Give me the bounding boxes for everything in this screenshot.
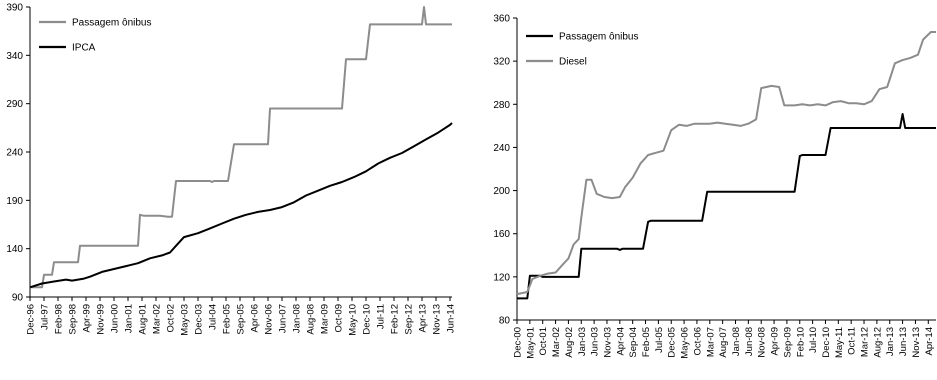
legend-label: Diesel	[559, 57, 587, 68]
x-tick-label: Mar-12	[860, 327, 871, 357]
y-tick-label: 320	[493, 57, 510, 68]
x-tick-label: Nov-06	[264, 304, 275, 335]
x-tick-label: Feb-10	[795, 327, 806, 357]
x-tick-label: Aug-08	[306, 304, 317, 335]
y-tick-label: 360	[493, 14, 510, 25]
x-tick-label: May-06	[680, 327, 691, 359]
x-tick-label: Jun-00	[110, 304, 121, 333]
x-tick-label: Oct-11	[847, 327, 858, 355]
x-tick-label: Sep-09	[782, 327, 793, 358]
x-tick-label: Sep-98	[68, 304, 79, 335]
y-tick-label: 240	[6, 148, 23, 159]
legend-label: Passagem ônibus	[72, 18, 152, 29]
x-tick-label: Nov-03	[602, 327, 613, 358]
x-tick-label: Apr-04	[615, 327, 626, 356]
x-tick-label: Mar-07	[705, 327, 716, 357]
x-tick-label: Jul-11	[376, 304, 387, 329]
x-tick-label: Jan-08	[731, 327, 742, 356]
x-tick-label: Oct-09	[334, 304, 345, 333]
y-tick-label: 280	[493, 100, 510, 111]
x-tick-label: Apr-14	[924, 327, 935, 356]
x-tick-label: Mar-02	[152, 304, 163, 334]
x-tick-label: Nov-99	[96, 304, 107, 335]
x-tick-label: Jun-08	[744, 327, 755, 356]
x-tick-label: Nov-08	[757, 327, 768, 358]
x-tick-label: Jun-14	[446, 304, 457, 333]
x-tick-label: Jan-01	[124, 304, 135, 333]
x-tick-label: Jan-08	[292, 304, 303, 333]
x-tick-label: Oct-06	[692, 327, 703, 356]
x-tick-label: Feb-05	[641, 327, 652, 357]
x-tick-label: Mar-02	[551, 327, 562, 357]
series-line-1	[29, 122, 453, 289]
x-tick-label: Dec-00	[513, 327, 524, 358]
x-tick-label: Nov-13	[911, 327, 922, 358]
x-tick-label: Oct-01	[538, 327, 549, 356]
x-tick-label: Aug-07	[718, 327, 729, 358]
x-tick-label: Sep-12	[404, 304, 415, 335]
x-tick-label: Feb-05	[222, 304, 233, 334]
x-tick-label: Jul-05	[654, 327, 665, 353]
y-tick-label: 340	[6, 51, 23, 62]
x-tick-label: Sep-05	[236, 304, 247, 335]
legend-label: Passagem ônibus	[559, 32, 639, 43]
x-tick-label: Jan-13	[885, 327, 896, 356]
x-tick-label: Jul-10	[808, 327, 819, 353]
x-tick-label: Sep-04	[628, 327, 639, 358]
x-tick-label: Oct-02	[166, 304, 177, 333]
y-tick-label: 120	[493, 272, 510, 283]
x-tick-label: Apr-99	[82, 304, 93, 333]
y-tick-label: 290	[6, 99, 23, 110]
x-tick-label: Apr-06	[250, 304, 261, 333]
x-tick-label: Jun-07	[278, 304, 289, 333]
x-tick-label: Mar-09	[320, 304, 331, 334]
x-tick-label: Jan-03	[577, 327, 588, 356]
y-tick-label: 390	[6, 3, 23, 14]
x-tick-label: Dec-03	[194, 304, 205, 335]
x-tick-label: Jun-03	[590, 327, 601, 356]
chart-left: 90 140 190 240 290 340 390 Dec-96 Jul-97 Feb-98 Se…	[0, 0, 460, 375]
x-tick-label: Dec-05	[667, 327, 678, 358]
x-tick-label: Aug-02	[564, 327, 575, 358]
x-tick-label: Jul-97	[40, 304, 51, 330]
y-tick-label: 190	[6, 196, 23, 207]
x-tick-label: Aug-01	[138, 304, 149, 335]
y-tick-label: 240	[493, 143, 510, 154]
y-tick-label: 160	[493, 229, 510, 240]
x-tick-label: Apr-09	[770, 327, 781, 356]
x-tick-label: May-01	[525, 327, 536, 359]
y-tick-label: 200	[493, 186, 510, 197]
legend-label: IPCA	[72, 43, 96, 54]
x-tick-label: May-11	[834, 327, 845, 358]
x-tick-label: Nov-13	[432, 304, 443, 335]
x-tick-label: Apr-13	[418, 304, 429, 333]
x-tick-label: Jul-04	[208, 304, 219, 330]
x-tick-label: Feb-98	[54, 304, 65, 334]
series-line-1	[516, 31, 936, 296]
x-tick-label: Feb-12	[390, 304, 401, 334]
y-tick-label: 90	[12, 293, 24, 304]
y-tick-label: 80	[499, 316, 511, 327]
x-tick-label: Dec-10	[821, 327, 832, 358]
x-tick-label: Aug-12	[872, 327, 883, 358]
x-tick-label: May-10	[348, 304, 359, 336]
y-tick-label: 140	[6, 244, 23, 255]
series-line-0	[30, 6, 452, 289]
chart-right: 80 120 160 200 240 280 320 360 Dec-00 May-01 Oct-0…	[477, 0, 937, 375]
x-tick-label: Dec-10	[362, 304, 373, 335]
x-tick-label: May-03	[180, 304, 191, 336]
series-line-0	[517, 113, 936, 300]
x-tick-label: Jun-13	[898, 327, 909, 356]
x-tick-label: Dec-96	[26, 304, 37, 335]
